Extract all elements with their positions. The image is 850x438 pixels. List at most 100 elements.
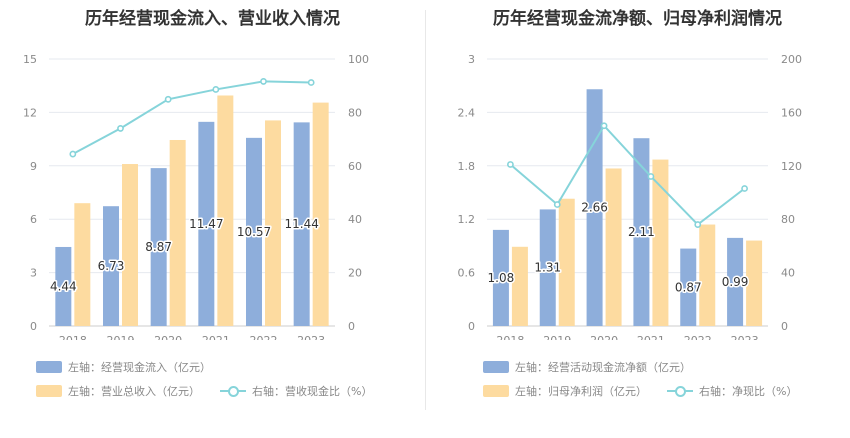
right-axis-tick-label: 0 (348, 320, 355, 333)
line-point (600, 122, 608, 130)
x-axis-tick-label: 2022 (684, 334, 712, 340)
bar-data-label: 2.66 (581, 201, 608, 215)
bar-经营活动现金流净额 (492, 229, 509, 326)
bar-data-label: 0.87 (675, 280, 702, 294)
left-axis-tick-label: 9 (30, 160, 37, 173)
line-point (69, 150, 77, 158)
right-axis-tick-label: 200 (781, 53, 802, 66)
chart-title: 历年经营现金流入、营业收入情况 (85, 9, 340, 29)
legend-item-bar2[interactable]: 左轴：归母净利润（亿元） (483, 383, 647, 399)
bar-data-label: 4.44 (50, 279, 77, 293)
x-axis-tick-label: 2020 (590, 334, 618, 340)
legend-label: 右轴：营收现金比（%） (252, 385, 373, 398)
chart-panel-net-cash: 历年经营现金流净额、归母净利润情况 0 0 0.6 40 1.2 80 1.8 120 2.4 1… (425, 0, 850, 438)
right-axis-tick-label: 0 (781, 320, 788, 333)
legend-swatch-blue (483, 361, 509, 373)
legend-line-icon (220, 385, 246, 397)
left-axis-tick-label: 6 (30, 213, 37, 226)
right-axis-tick-label: 80 (781, 213, 795, 226)
bar-经营活动现金流净额 (680, 248, 697, 326)
x-axis-tick-label: 2021 (202, 334, 230, 340)
line-point (553, 201, 561, 208)
right-axis-tick-label: 40 (348, 213, 362, 226)
line-point (212, 86, 220, 93)
x-axis-tick-label: 2023 (297, 334, 325, 340)
bar-归母净利润 (699, 224, 716, 326)
line-营收现金比 (72, 80, 312, 155)
bar-经营现金流入 (55, 246, 72, 326)
bar-data-label: 11.44 (284, 217, 318, 231)
line-point (260, 78, 267, 85)
x-axis-tick-label: 2022 (250, 334, 278, 340)
x-axis-tick-label: 2020 (154, 334, 182, 340)
line-point (694, 221, 702, 228)
right-axis-tick-label: 40 (781, 267, 795, 280)
legend-item-line[interactable]: 右轴：营收现金比（%） (220, 383, 372, 399)
bar-营业总收入 (169, 139, 186, 326)
panel-divider (425, 10, 426, 410)
right-axis-tick-label: 120 (781, 160, 802, 173)
left-axis-tick-label: 0 (468, 320, 475, 333)
legend-swatch-yellow (36, 385, 62, 397)
line-point (117, 125, 124, 132)
left-axis-tick-label: 2.4 (458, 106, 476, 119)
left-axis-tick-label: 0.6 (458, 267, 476, 280)
left-axis-tick-label: 0 (30, 320, 37, 333)
bar-经营现金流入 (293, 122, 310, 326)
left-axis-tick-label: 3 (468, 53, 475, 66)
line-净现比 (509, 124, 746, 226)
bar-经营活动现金流净额 (633, 138, 650, 326)
legend-item-line[interactable]: 右轴：净现比（%） (667, 383, 797, 399)
bar-data-label: 0.99 (722, 275, 749, 289)
legend-label: 左轴：营业总收入（亿元） (68, 385, 200, 398)
legend-item-bar1[interactable]: 左轴：经营现金流入（亿元） (36, 359, 211, 375)
bar-归母净利润 (652, 159, 669, 326)
line-point (507, 161, 514, 168)
bar-经营现金流入 (246, 137, 262, 326)
bar-经营现金流入 (198, 121, 215, 326)
line-point (647, 173, 655, 180)
bar-归母净利润 (558, 198, 575, 326)
legend-label: 左轴：经营现金流入（亿元） (68, 361, 211, 374)
bar-data-label: 6.73 (98, 259, 125, 273)
left-axis-tick-label: 3 (30, 267, 37, 280)
legend-label: 左轴：归母净利润（亿元） (515, 385, 647, 398)
x-axis-tick-label: 2023 (731, 334, 759, 340)
bar-经营活动现金流净额 (727, 237, 744, 326)
left-axis-tick-label: 12 (23, 106, 37, 119)
bar-归母净利润 (511, 246, 528, 326)
legend-item-bar1[interactable]: 左轴：经营活动现金流净额（亿元） (483, 359, 691, 375)
x-axis-tick-label: 2019 (543, 334, 571, 340)
bar-经营现金流入 (103, 206, 119, 326)
bar-营业总收入 (312, 102, 329, 326)
line-point (164, 95, 172, 103)
bar-归母净利润 (605, 168, 622, 326)
bar-经营现金流入 (150, 168, 167, 326)
line-point (741, 185, 748, 192)
bar-营业总收入 (217, 95, 234, 327)
chart-panel-cash-inflow: 历年经营现金流入、营业收入情况 0 0 3 20 6 40 9 60 12 80 15 100 2018… (23, 9, 372, 399)
bar-data-label: 10.57 (237, 225, 271, 239)
bar-data-label: 2.11 (628, 225, 655, 239)
bar-data-label: 1.08 (488, 271, 515, 285)
line-point (307, 79, 315, 86)
bar-归母净利润 (746, 240, 763, 326)
right-axis-tick-label: 160 (781, 106, 802, 119)
x-axis-tick-label: 2018 (496, 334, 524, 340)
legend-line-icon (667, 385, 693, 397)
legend-label: 左轴：经营活动现金流净额（亿元） (515, 361, 691, 374)
legend-label: 右轴：净现比（%） (699, 385, 798, 398)
bar-data-label: 8.87 (145, 240, 172, 254)
right-axis-tick-label: 100 (348, 53, 369, 66)
x-axis-tick-label: 2021 (637, 334, 665, 340)
bar-营业总收入 (122, 164, 138, 326)
bar-data-label: 1.31 (534, 261, 561, 275)
chart-plot: 0 0 3 20 6 40 9 60 12 80 15 100 2018 4.44 2019 6.73 2020… (23, 53, 369, 340)
right-axis-tick-label: 80 (348, 106, 362, 119)
right-axis-tick-label: 60 (348, 160, 362, 173)
chart-title: 历年经营现金流净额、归母净利润情况 (493, 9, 782, 29)
x-axis-tick-label: 2018 (59, 334, 87, 340)
left-axis-tick-label: 15 (23, 53, 37, 66)
chart-plot: 0 0 0.6 40 1.2 80 1.8 120 2.4 160 3 200 2018 1.08 2019… (458, 53, 803, 340)
legend-item-bar2[interactable]: 左轴：营业总收入（亿元） (36, 383, 200, 399)
